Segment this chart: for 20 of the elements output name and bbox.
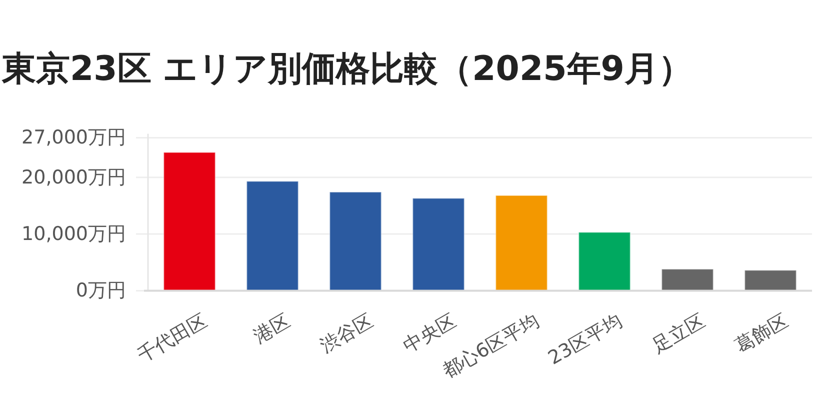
x-tick-label: 中央区 bbox=[399, 310, 460, 358]
x-tick-label: 足立区 bbox=[648, 310, 709, 358]
bar bbox=[329, 192, 382, 292]
x-tick-label: 23区平均 bbox=[544, 310, 626, 370]
chart-title: 東京23区 エリア別価格比較（2025年9月） bbox=[1, 49, 692, 89]
x-tick-label: 港区 bbox=[250, 310, 294, 348]
bar bbox=[744, 270, 797, 292]
bar bbox=[412, 198, 465, 292]
y-tick-label: 20,000万円 bbox=[22, 166, 126, 188]
x-tick-label: 千代田区 bbox=[134, 310, 211, 367]
bar bbox=[163, 152, 216, 292]
bar bbox=[661, 268, 714, 292]
bar bbox=[246, 180, 299, 292]
y-tick-label: 0万円 bbox=[76, 280, 126, 302]
x-tick-label: 葛飾区 bbox=[731, 310, 792, 358]
bar bbox=[578, 232, 631, 292]
y-tick-label: 10,000万円 bbox=[22, 223, 126, 246]
y-tick-label: 27,000万円 bbox=[22, 126, 126, 149]
bar bbox=[495, 195, 548, 292]
x-tick-label: 渋谷区 bbox=[316, 310, 377, 358]
